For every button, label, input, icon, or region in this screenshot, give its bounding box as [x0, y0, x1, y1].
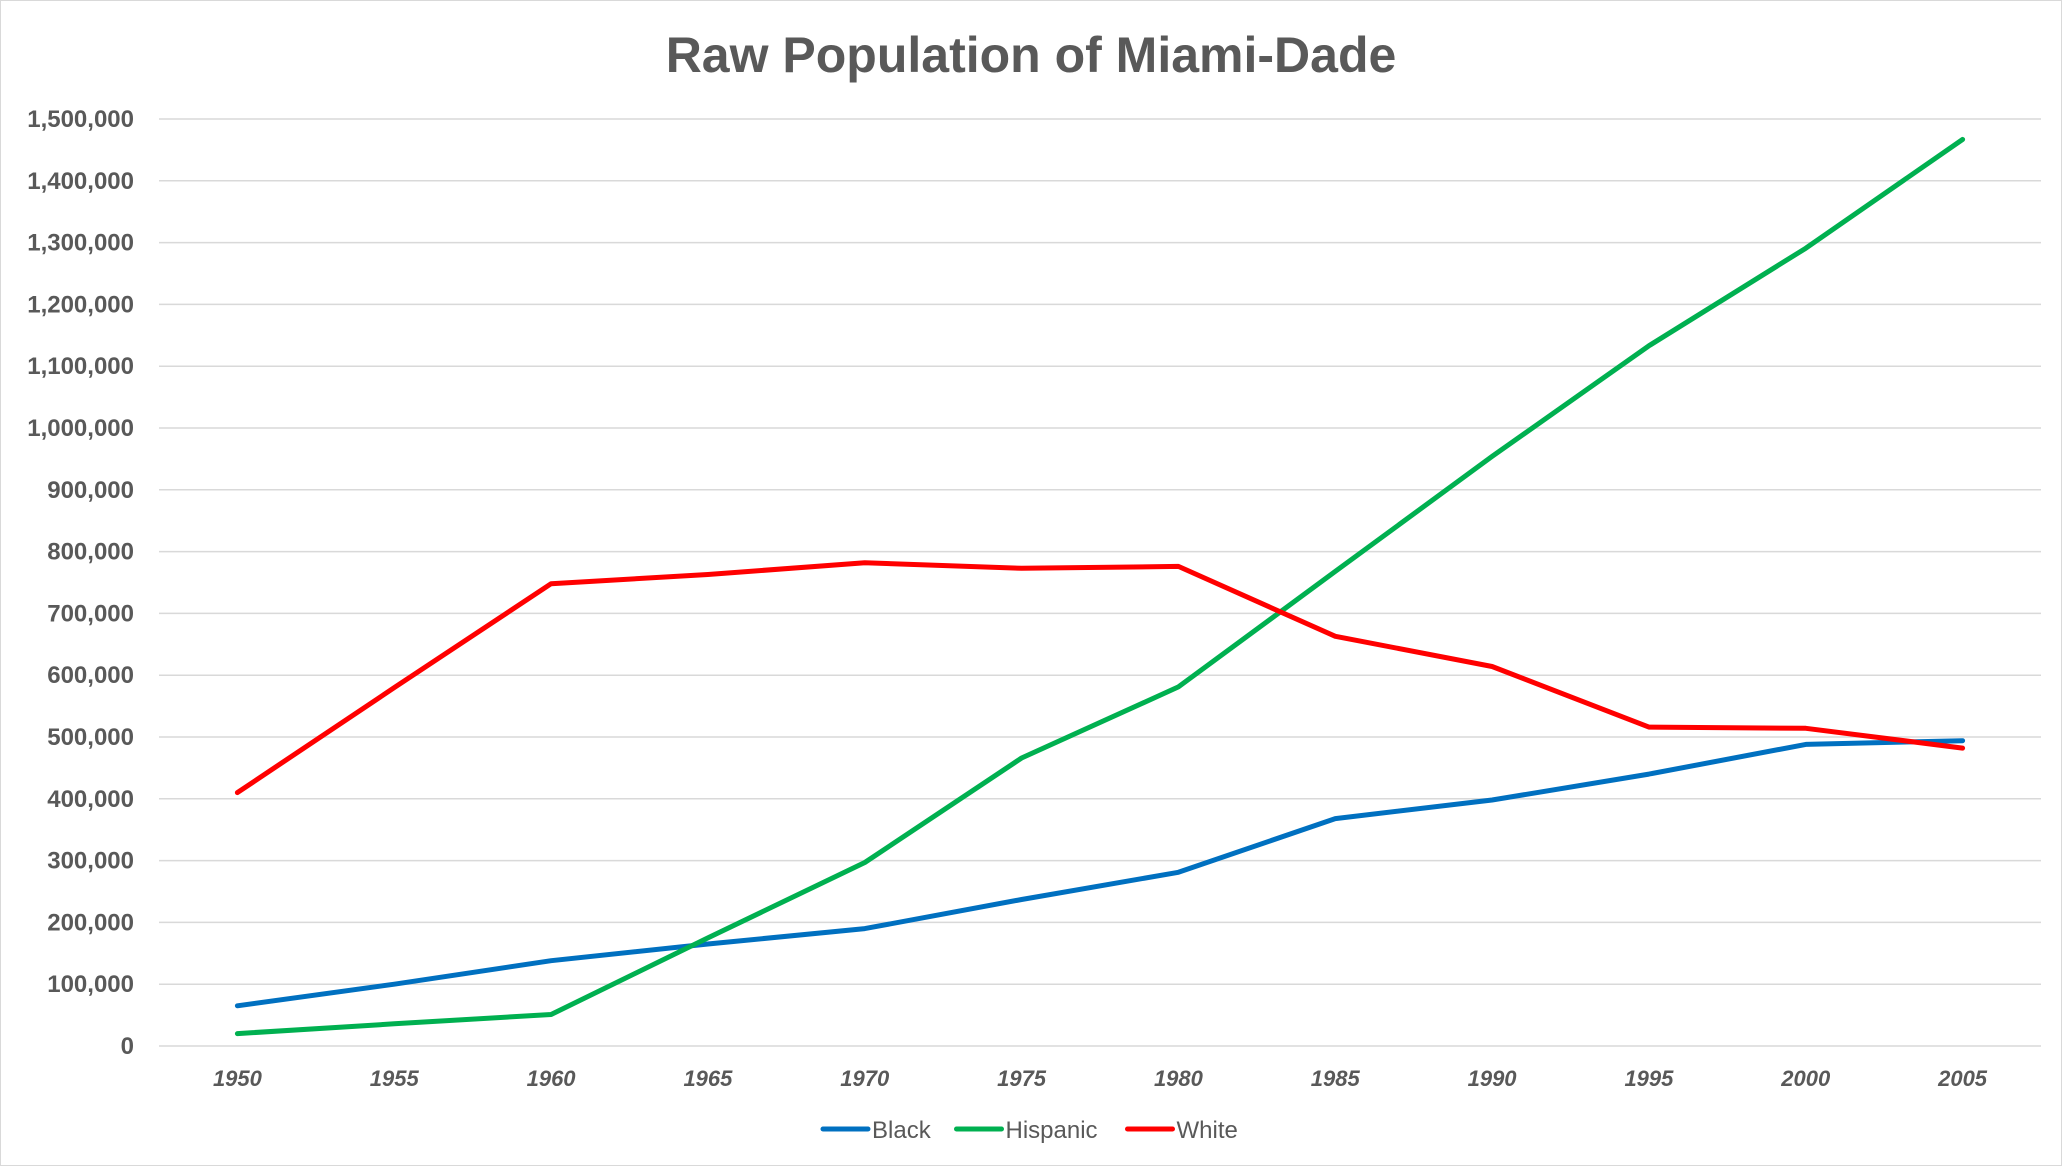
chart-title: Raw Population of Miami-Dade — [666, 27, 1397, 83]
y-tick-label: 400,000 — [47, 786, 134, 813]
series-lines — [234, 136, 1966, 1037]
series-line-white — [234, 560, 1966, 796]
x-tick-label: 1980 — [1154, 1066, 1204, 1091]
y-tick-label: 1,400,000 — [27, 168, 134, 195]
x-tick-label: 1995 — [1624, 1066, 1674, 1091]
y-tick-label: 800,000 — [47, 539, 134, 566]
y-tick-label: 200,000 — [47, 909, 134, 936]
y-tick-label: 600,000 — [47, 662, 134, 689]
y-tick-label: 100,000 — [47, 971, 134, 998]
series-line-black — [234, 738, 1966, 1009]
x-tick-label: 2005 — [1937, 1066, 1988, 1091]
x-tick-label: 1960 — [527, 1066, 577, 1091]
y-axis-tick-labels: 0 100,000 200,000 300,000 400,000 500,000 600,… — [27, 106, 134, 1060]
x-tick-label: 1955 — [370, 1066, 420, 1091]
y-tick-label: 300,000 — [47, 848, 134, 875]
x-tick-label: 1970 — [840, 1066, 890, 1091]
gridlines — [159, 118, 2041, 1047]
y-tick-label: 1,000,000 — [27, 415, 134, 442]
y-tick-label: 1,300,000 — [27, 230, 134, 257]
legend: Black Hispanic White — [820, 1117, 1238, 1144]
x-tick-label: 1985 — [1311, 1066, 1361, 1091]
y-tick-label: 900,000 — [47, 477, 134, 504]
x-tick-label: 1965 — [683, 1066, 733, 1091]
x-tick-label: 1975 — [997, 1066, 1047, 1091]
y-tick-label: 700,000 — [47, 600, 134, 627]
legend-label-black: Black — [872, 1117, 932, 1144]
legend-label-white: White — [1177, 1117, 1238, 1144]
legend-label-hispanic: Hispanic — [1006, 1117, 1098, 1144]
y-tick-label: 1,200,000 — [27, 291, 134, 318]
y-tick-label: 1,500,000 — [27, 106, 134, 133]
y-tick-label: 1,100,000 — [27, 353, 134, 380]
y-tick-label: 0 — [121, 1033, 134, 1060]
y-tick-label: 500,000 — [47, 724, 134, 751]
series-line-hispanic — [234, 136, 1966, 1037]
x-axis-tick-labels: 1950 1955 1960 1965 1970 1975 1980 1985 1990 1995… — [213, 1066, 1988, 1091]
x-tick-label: 2000 — [1780, 1066, 1831, 1091]
x-tick-label: 1950 — [213, 1066, 263, 1091]
x-tick-label: 1990 — [1468, 1066, 1518, 1091]
